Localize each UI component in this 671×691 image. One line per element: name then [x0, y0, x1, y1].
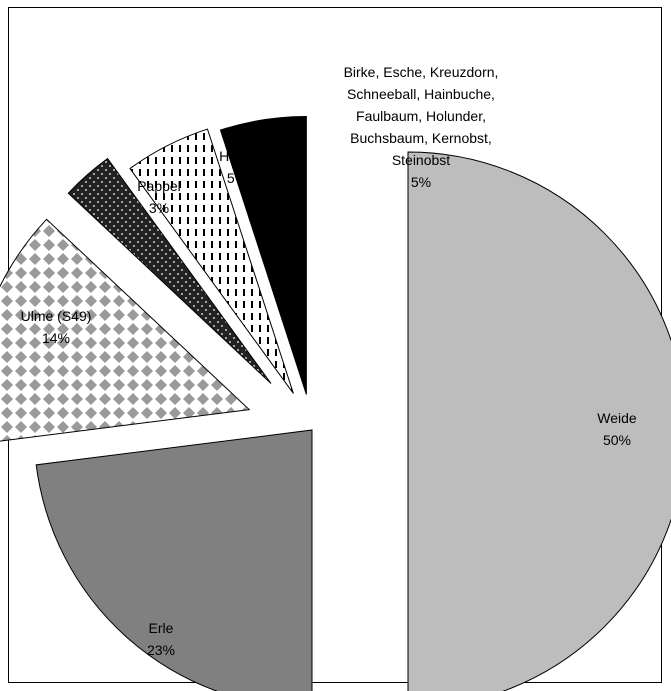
slice-label-3: Pappel 3% [137, 178, 181, 216]
pie-slice-4 [129, 128, 294, 394]
slice-label-5: Birke, Esche, Kreuzdorn, Schneeball, Hain… [344, 64, 499, 190]
slice-label-0: Weide 50% [597, 410, 637, 448]
pie-slice-0 [407, 151, 671, 691]
slice-label-4: Hasel 5% [219, 148, 255, 186]
pie-slice-5 [219, 115, 307, 395]
slice-label-2: Ulme (S49) 14% [21, 308, 92, 346]
pie-slice-2 [0, 218, 251, 442]
pie-slice-1 [35, 429, 313, 691]
pie-slice-3 [67, 157, 272, 384]
slice-label-1: Erle 23% [147, 620, 175, 658]
